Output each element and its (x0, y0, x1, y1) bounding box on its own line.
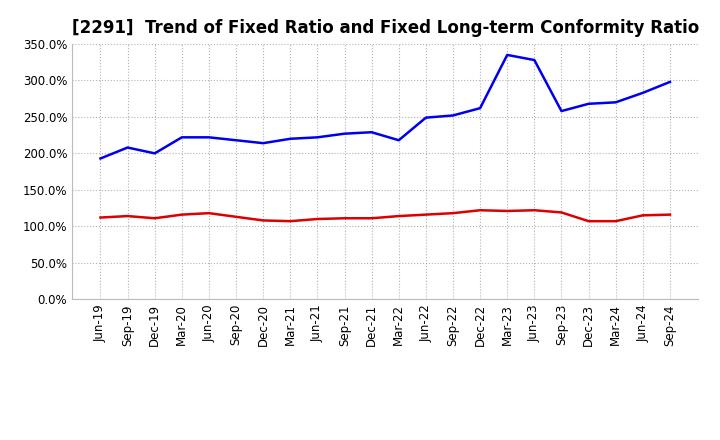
Fixed Ratio (232, 138, 240, 143)
Fixed Long-term Conformity Ratio (150, 216, 159, 221)
Fixed Ratio (395, 138, 403, 143)
Fixed Ratio (611, 100, 620, 105)
Fixed Long-term Conformity Ratio (611, 219, 620, 224)
Fixed Long-term Conformity Ratio (341, 216, 349, 221)
Fixed Long-term Conformity Ratio (259, 218, 268, 223)
Fixed Long-term Conformity Ratio (286, 219, 294, 224)
Fixed Long-term Conformity Ratio (367, 216, 376, 221)
Fixed Ratio (178, 135, 186, 140)
Fixed Ratio (665, 79, 674, 84)
Fixed Long-term Conformity Ratio (395, 213, 403, 219)
Fixed Long-term Conformity Ratio (584, 219, 593, 224)
Fixed Ratio (313, 135, 322, 140)
Fixed Ratio (476, 106, 485, 111)
Fixed Long-term Conformity Ratio (476, 208, 485, 213)
Fixed Long-term Conformity Ratio (178, 212, 186, 217)
Fixed Ratio (639, 90, 647, 95)
Fixed Ratio (421, 115, 430, 120)
Fixed Long-term Conformity Ratio (503, 208, 511, 213)
Fixed Long-term Conformity Ratio (123, 213, 132, 219)
Fixed Ratio (259, 140, 268, 146)
Fixed Ratio (584, 101, 593, 106)
Fixed Ratio (557, 108, 566, 114)
Line: Fixed Ratio: Fixed Ratio (101, 55, 670, 158)
Fixed Long-term Conformity Ratio (639, 213, 647, 218)
Fixed Ratio (123, 145, 132, 150)
Fixed Ratio (449, 113, 457, 118)
Fixed Long-term Conformity Ratio (530, 208, 539, 213)
Fixed Ratio (150, 151, 159, 156)
Fixed Long-term Conformity Ratio (313, 216, 322, 222)
Fixed Ratio (530, 57, 539, 62)
Fixed Long-term Conformity Ratio (449, 210, 457, 216)
Fixed Long-term Conformity Ratio (96, 215, 105, 220)
Fixed Ratio (367, 130, 376, 135)
Fixed Long-term Conformity Ratio (232, 214, 240, 220)
Fixed Long-term Conformity Ratio (665, 212, 674, 217)
Fixed Ratio (503, 52, 511, 58)
Fixed Long-term Conformity Ratio (204, 210, 213, 216)
Fixed Long-term Conformity Ratio (421, 212, 430, 217)
Fixed Ratio (96, 156, 105, 161)
Fixed Ratio (204, 135, 213, 140)
Fixed Long-term Conformity Ratio (557, 210, 566, 215)
Title: [2291]  Trend of Fixed Ratio and Fixed Long-term Conformity Ratio: [2291] Trend of Fixed Ratio and Fixed Lo… (71, 19, 699, 37)
Fixed Ratio (286, 136, 294, 141)
Line: Fixed Long-term Conformity Ratio: Fixed Long-term Conformity Ratio (101, 210, 670, 221)
Fixed Ratio (341, 131, 349, 136)
